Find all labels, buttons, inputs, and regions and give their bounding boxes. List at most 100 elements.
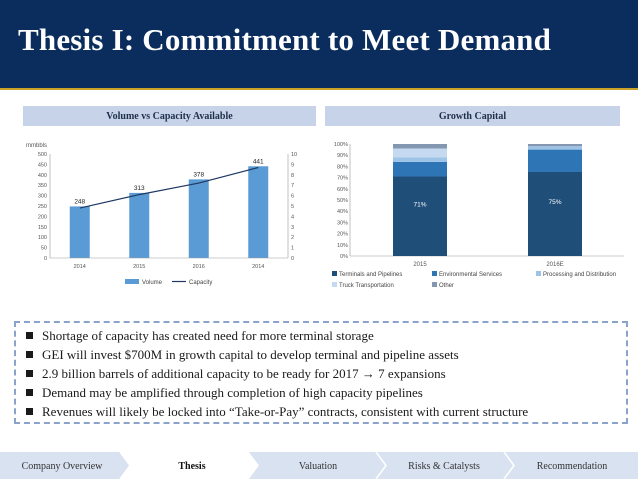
y-tick-label: 200 [38, 214, 47, 220]
key-points-box: Shortage of capacity has created need fo… [14, 321, 628, 424]
y2-tick-label: 5 [291, 204, 294, 210]
section-nav: Company Overview Thesis Valuation Risks … [0, 451, 638, 480]
y-tick-label: 40% [337, 209, 348, 215]
nav-tab-company-overview[interactable] [0, 452, 130, 479]
legend-swatch [332, 282, 337, 287]
growth-capital-heading: Growth Capital [325, 106, 620, 126]
y-tick-label: 0 [44, 256, 47, 262]
y2-tick-label: 3 [291, 225, 294, 231]
legend-swatch [332, 271, 337, 276]
y2-tick-label: 7 [291, 183, 294, 189]
volume-bar [129, 192, 150, 258]
stacked-segment [528, 144, 582, 147]
arrow-right-icon: → [361, 366, 375, 381]
legend-label: Truck Transportation [339, 283, 394, 289]
square-bullet-icon [26, 408, 33, 415]
growth-capital-chart: 100% 90% 80% 70% 60% 50% 40% 30% 20% 10% 0% 71% 201… [332, 142, 624, 289]
segment-data-label: 75% [548, 199, 561, 206]
legend-label: Terminals and Pipelines [339, 272, 402, 278]
bullet-item: Demand may be amplified through completi… [22, 383, 626, 402]
stacked-segment [393, 176, 447, 256]
nav-label-risks-catalysts: Risks & Catalysts [408, 461, 480, 472]
bullet-item: Revenues will likely be locked into “Tak… [22, 402, 626, 421]
stacked-segment [528, 149, 582, 172]
volume-data-label: 378 [193, 171, 204, 178]
y-tick-label: 90% [337, 153, 348, 159]
y-tick-label: 100% [334, 142, 348, 148]
y-tick-label: 400 [38, 173, 47, 179]
y2-tick-label: 8 [291, 173, 294, 179]
legend-swatch [536, 271, 541, 276]
slide-title: Thesis I: Commitment to Meet Demand [18, 22, 552, 57]
bullet-text-suffix: 7 expansions [378, 366, 446, 381]
bullet-text: Demand may be amplified through completi… [42, 385, 423, 400]
bullet-text: Revenues will likely be locked into “Tak… [42, 404, 529, 419]
stacked-segment [393, 148, 447, 158]
y2-tick-label: 10 [291, 152, 297, 158]
stacked-segment [528, 146, 582, 150]
legend-label: Environmental Services [439, 272, 502, 278]
stacked-segment [528, 172, 582, 256]
square-bullet-icon [26, 389, 33, 396]
x-tick-label: 2014 [74, 264, 86, 270]
legend-capacity-label: Capacity [189, 280, 212, 286]
volume-data-label: 441 [253, 158, 264, 165]
y-tick-label: 150 [38, 225, 47, 231]
volume-bar [188, 179, 209, 258]
legend-swatch [432, 282, 437, 287]
y2-tick-label: 6 [291, 194, 294, 200]
bullet-item: Shortage of capacity has created need fo… [22, 326, 626, 345]
nav-label-valuation: Valuation [299, 461, 337, 472]
stacked-segment [393, 144, 447, 149]
y2-tick-label: 2 [291, 235, 294, 241]
nav-tab-valuation[interactable] [248, 452, 386, 479]
y-tick-label: 450 [38, 162, 47, 168]
volume-data-label: 248 [74, 198, 85, 205]
y-tick-label: 70% [337, 176, 348, 182]
y-tick-label: 250 [38, 204, 47, 210]
legend-label: Other [439, 283, 454, 289]
y-tick-label: 50 [41, 246, 47, 252]
x-tick-label: 2015 [133, 264, 145, 270]
unit-label: mmbbls [26, 143, 47, 149]
y2-tick-label: 4 [291, 214, 294, 220]
y-tick-label: 20% [337, 232, 348, 238]
stacked-segment [393, 161, 447, 177]
y-tick-label: 500 [38, 152, 47, 158]
bullet-text: GEI will invest $700M in growth capital … [42, 347, 459, 362]
header-divider [0, 88, 638, 90]
y-tick-label: 100 [38, 235, 47, 241]
legend-swatch [432, 271, 437, 276]
legend-volume-swatch [125, 279, 139, 284]
nav-label-recommendation: Recommendation [537, 461, 608, 472]
y-tick-label: 350 [38, 183, 47, 189]
header-bar: Thesis I: Commitment to Meet Demand [0, 0, 638, 88]
y2-tick-label: 0 [291, 256, 294, 262]
y-tick-label: 50% [337, 198, 348, 204]
legend-volume-label: Volume [142, 280, 163, 286]
x-tick-label: 2016 [193, 264, 205, 270]
x-tick-label: 2016E [546, 262, 563, 268]
x-tick-label: 2015 [413, 262, 427, 268]
y-tick-label: 10% [337, 243, 348, 249]
nav-label-thesis: Thesis [178, 461, 205, 472]
y-tick-label: 80% [337, 164, 348, 170]
y-tick-label: 0% [340, 254, 348, 260]
volume-capacity-heading: Volume vs Capacity Available [23, 106, 316, 126]
bullet-item: GEI will invest $700M in growth capital … [22, 345, 626, 364]
square-bullet-icon [26, 370, 33, 377]
capacity-line [79, 166, 259, 209]
square-bullet-icon [26, 332, 33, 339]
bullet-text: 2.9 billion barrels of additional capaci… [42, 366, 359, 381]
x-tick-label: 2014 [252, 264, 264, 270]
y-tick-label: 30% [337, 220, 348, 226]
y-tick-label: 60% [337, 187, 348, 193]
nav-tab-thesis[interactable] [120, 452, 258, 479]
nav-tab-risks-catalysts[interactable] [376, 452, 514, 479]
nav-tab-recommendation[interactable] [504, 452, 638, 479]
bullet-text: Shortage of capacity has created need fo… [42, 328, 374, 343]
volume-data-label: 313 [134, 185, 145, 192]
y2-tick-label: 9 [291, 162, 294, 168]
volume-bar [248, 166, 269, 258]
